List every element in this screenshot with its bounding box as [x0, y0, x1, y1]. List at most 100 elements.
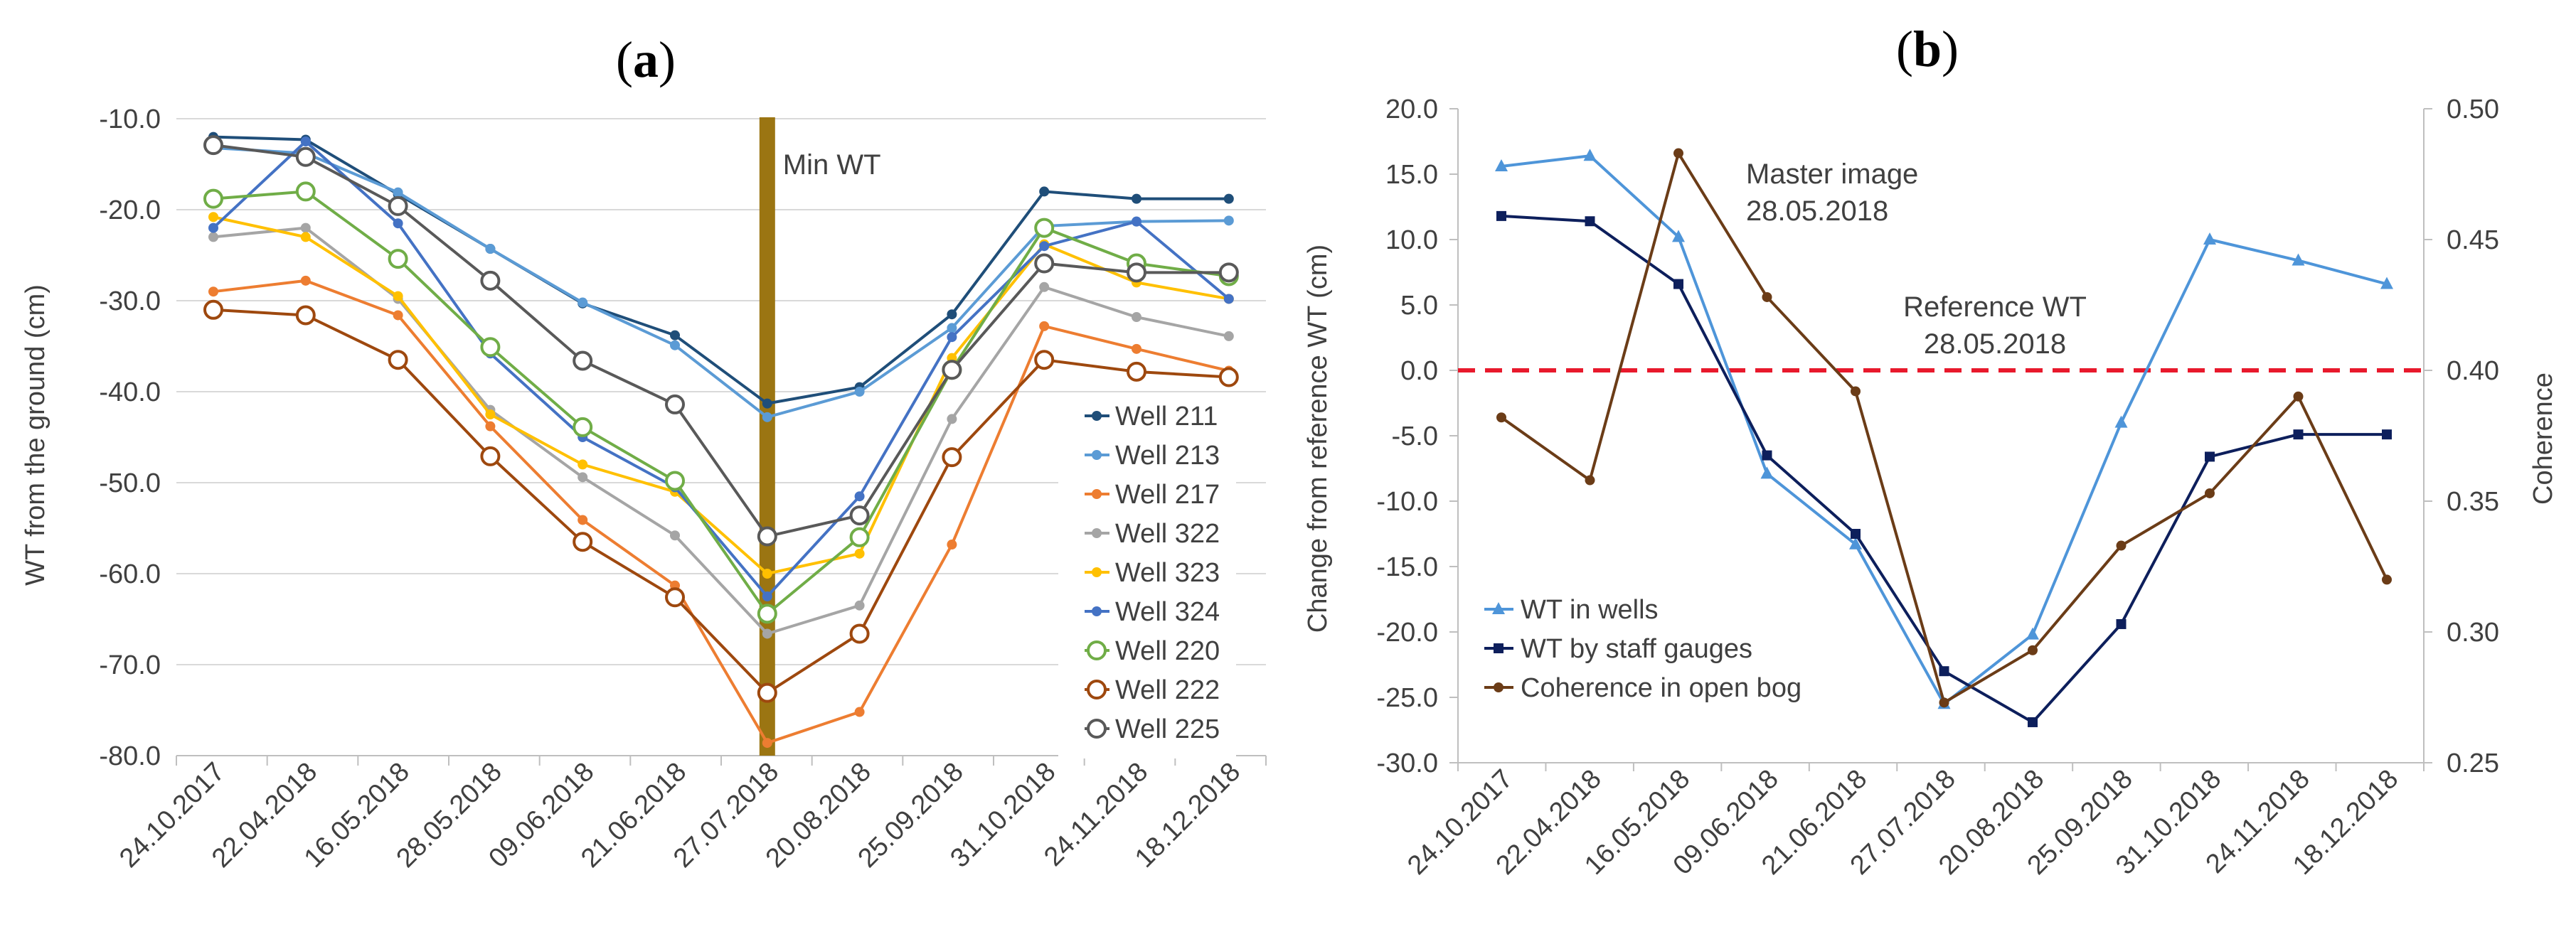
legend-marker-well-211	[1092, 411, 1102, 421]
point-coherence-in-open-bog-3	[1762, 291, 1772, 302]
point-well-322-6	[762, 628, 772, 639]
point-well-217-3	[485, 421, 496, 431]
b-y-tick-label-5: -5.0	[1392, 422, 1438, 451]
point-coherence-in-open-bog-6	[2028, 645, 2038, 655]
point-well-213-7	[854, 387, 865, 397]
point-well-217-10	[1132, 343, 1141, 354]
point-coherence-in-open-bog-4	[1851, 386, 1861, 397]
point-well-324-9	[1039, 241, 1050, 252]
point-well-322-0	[208, 232, 218, 242]
point-coherence-in-open-bog-5	[1939, 697, 1949, 708]
legend-item-well-222: Well 222	[1085, 675, 1220, 705]
point-well-324-8	[947, 332, 957, 343]
panel-b-series	[1495, 148, 2393, 727]
annotation-reference-wt: Reference WT 28.05.2018	[1903, 291, 2087, 360]
legend-item-well-323: Well 323	[1085, 558, 1220, 588]
legend-label-well-222: Well 222	[1115, 675, 1220, 705]
point-well-217-2	[393, 310, 403, 321]
point-wt-by-staff-gauges-5	[1939, 666, 1949, 677]
legend-marker-well-324	[1092, 606, 1102, 616]
point-well-322-10	[1132, 312, 1141, 323]
b-y-tick-label-6: -10.0	[1376, 487, 1438, 517]
point-well-217-7	[854, 707, 865, 717]
legend-marker-well-220	[1087, 640, 1107, 660]
point-well-217-6	[762, 738, 772, 749]
panel-b-y-axis-title: Change from reference WT (cm)	[1303, 245, 1333, 633]
b-y-tick-label-4: 0.0	[1400, 356, 1438, 386]
point-well-211-8	[947, 309, 957, 320]
legend-item-wt-by-staff-gauges: WT by staff gauges	[1484, 634, 1752, 664]
point-well-225-1	[295, 146, 316, 167]
point-well-323-2	[393, 291, 403, 301]
point-well-222-2	[388, 350, 408, 370]
legend-label-wt-in-wells: WT in wells	[1521, 595, 1659, 625]
point-well-324-6	[762, 591, 772, 601]
point-wt-in-wells-10	[2380, 277, 2393, 289]
panel-a-series	[203, 132, 1239, 749]
point-well-222-0	[203, 299, 223, 320]
panel-b-x-tick-labels: 24.10.201722.04.201816.05.201809.06.2018…	[1402, 764, 2404, 881]
point-well-323-1	[300, 232, 311, 242]
point-well-324-7	[854, 491, 865, 502]
point-well-220-0	[203, 188, 223, 209]
annotation-reference-wt-line2: 28.05.2018	[1924, 328, 2066, 360]
point-wt-in-wells-3	[1760, 466, 1774, 479]
b-y-tick-label-7: -15.0	[1376, 552, 1438, 582]
b-y-tick-label-9: -25.0	[1376, 683, 1438, 713]
series-line-well-324	[212, 139, 1230, 599]
point-coherence-in-open-bog-10	[2382, 574, 2392, 585]
point-well-222-5	[665, 587, 685, 608]
b-y-tick-label-2: 10.0	[1385, 225, 1438, 255]
point-well-324-10	[1132, 216, 1141, 227]
series-line-well-217	[213, 279, 1230, 745]
legend-marker-well-323	[1092, 567, 1102, 577]
point-wt-in-wells-4	[1849, 537, 1862, 549]
point-well-220-5	[665, 471, 685, 491]
point-well-213-8	[947, 323, 957, 333]
b-y-tick-label-1: 15.0	[1385, 160, 1438, 190]
point-well-222-4	[573, 532, 593, 552]
b-y-tick-label-0: 20.0	[1385, 95, 1438, 124]
legend-marker-wt-in-wells	[1492, 602, 1505, 614]
legend-label-coherence-in-open-bog: Coherence in open bog	[1521, 673, 1801, 703]
legend-label-well-220: Well 220	[1115, 636, 1220, 666]
point-coherence-in-open-bog-1	[1585, 475, 1595, 486]
panel-b-y2-tick-labels: 0.50 0.45 0.40 0.35 0.30 0.25	[2447, 95, 2499, 778]
b-y2-tick-label-1: 0.45	[2447, 225, 2499, 255]
b-y2-tick-label-5: 0.25	[2447, 749, 2499, 778]
point-well-211-5	[670, 330, 680, 341]
point-well-213-6	[762, 412, 772, 422]
point-coherence-in-open-bog-0	[1496, 412, 1506, 423]
legend-marker-well-217	[1092, 489, 1102, 499]
legend-label-well-324: Well 324	[1115, 597, 1220, 627]
min-wt-label: Min WT	[783, 149, 881, 181]
point-wt-by-staff-gauges-8	[2205, 451, 2215, 462]
b-y-tick-label-8: -20.0	[1376, 618, 1438, 648]
point-wt-by-staff-gauges-1	[1585, 216, 1595, 227]
legend-item-well-213: Well 213	[1085, 441, 1220, 471]
point-well-220-2	[388, 249, 408, 269]
point-well-322-4	[578, 472, 588, 483]
point-well-324-2	[393, 218, 403, 229]
legend-item-well-225: Well 225	[1085, 714, 1220, 744]
series-well-213	[208, 142, 1234, 422]
point-well-220-1	[295, 181, 316, 202]
point-well-323-3	[485, 409, 496, 419]
series-well-225	[203, 135, 1239, 547]
annotation-reference-wt-line1: Reference WT	[1903, 291, 2087, 323]
panel-b-legend: WT in wells WT by staff gauges Coherence i…	[1484, 595, 1801, 703]
point-wt-in-wells-6	[2026, 627, 2039, 640]
min-wt-bar	[759, 117, 775, 756]
b-y2-tick-label-0: 0.50	[2447, 95, 2499, 124]
a-y-tick-label-1: -20.0	[99, 195, 161, 225]
series-line-well-225	[213, 144, 1229, 538]
panel-b-axes	[1449, 108, 2432, 771]
point-wt-by-staff-gauges-3	[1762, 450, 1772, 461]
annotation-master-image-line1: Master image	[1746, 159, 1918, 190]
point-well-323-0	[208, 212, 218, 222]
point-coherence-in-open-bog-2	[1673, 148, 1683, 159]
a-legend-box	[1058, 392, 1236, 758]
panel-a-legend: Well 211 Well 213 Well 217 Well 322 Well 323…	[1058, 392, 1236, 758]
b-y-tick-label-3: 5.0	[1400, 291, 1438, 321]
